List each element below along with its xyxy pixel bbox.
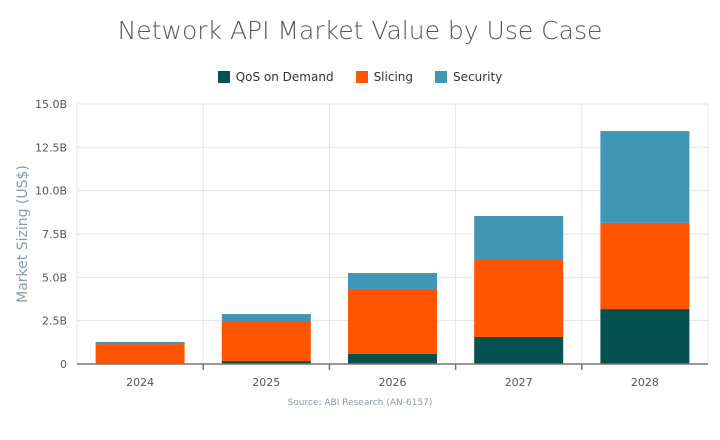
legend-label: Security <box>453 70 503 84</box>
x-tick-label: 2024 <box>126 376 154 389</box>
y-tick-label: 5.0B <box>42 271 67 284</box>
legend-swatch <box>217 71 230 83</box>
bar-segment[interactable] <box>474 258 564 337</box>
bar-segment[interactable] <box>95 344 185 364</box>
legend: QoS on Demand Slicing Security <box>0 70 720 84</box>
bar-segment[interactable] <box>348 273 437 289</box>
bar-segment[interactable] <box>95 341 185 345</box>
legend-item-slicing[interactable]: Slicing <box>355 70 414 84</box>
legend-item-qos[interactable]: QoS on Demand <box>217 70 334 84</box>
chart-title: Network API Market Value by Use Case <box>117 16 603 45</box>
bar-segment[interactable] <box>348 353 437 364</box>
bar-segment[interactable] <box>221 321 311 362</box>
y-tick-label: 7.5B <box>42 228 67 241</box>
y-tick-label: 0 <box>60 358 67 371</box>
bar-segment[interactable] <box>348 288 437 354</box>
legend-label: Slicing <box>373 70 414 84</box>
x-tick-label: 2028 <box>631 376 659 389</box>
bar-segment[interactable] <box>221 314 311 322</box>
x-tick-label: 2026 <box>379 376 407 389</box>
bar-segment[interactable] <box>600 131 690 223</box>
y-tick-label: 2.5B <box>42 315 67 328</box>
y-tick-label: 10.0B <box>35 185 67 198</box>
legend-label: QoS on Demand <box>235 70 334 84</box>
y-axis-label: Market Sizing (US$) <box>15 165 31 303</box>
bar-segment[interactable] <box>600 309 690 364</box>
legend-swatch <box>435 71 448 83</box>
bar-segment[interactable] <box>221 361 311 364</box>
y-tick-label: 12.5B <box>35 141 67 154</box>
y-tick-label: 15.0B <box>35 98 67 111</box>
x-tick-label: 2025 <box>252 376 280 389</box>
x-tick-label: 2027 <box>505 376 533 389</box>
bar-segment[interactable] <box>600 222 690 310</box>
legend-swatch <box>355 71 368 83</box>
legend-item-security[interactable]: Security <box>435 70 502 84</box>
bar-segment[interactable] <box>474 215 564 259</box>
source-note: Source: ABI Research (AN-6157) <box>287 398 433 408</box>
bar-segment[interactable] <box>474 336 564 364</box>
